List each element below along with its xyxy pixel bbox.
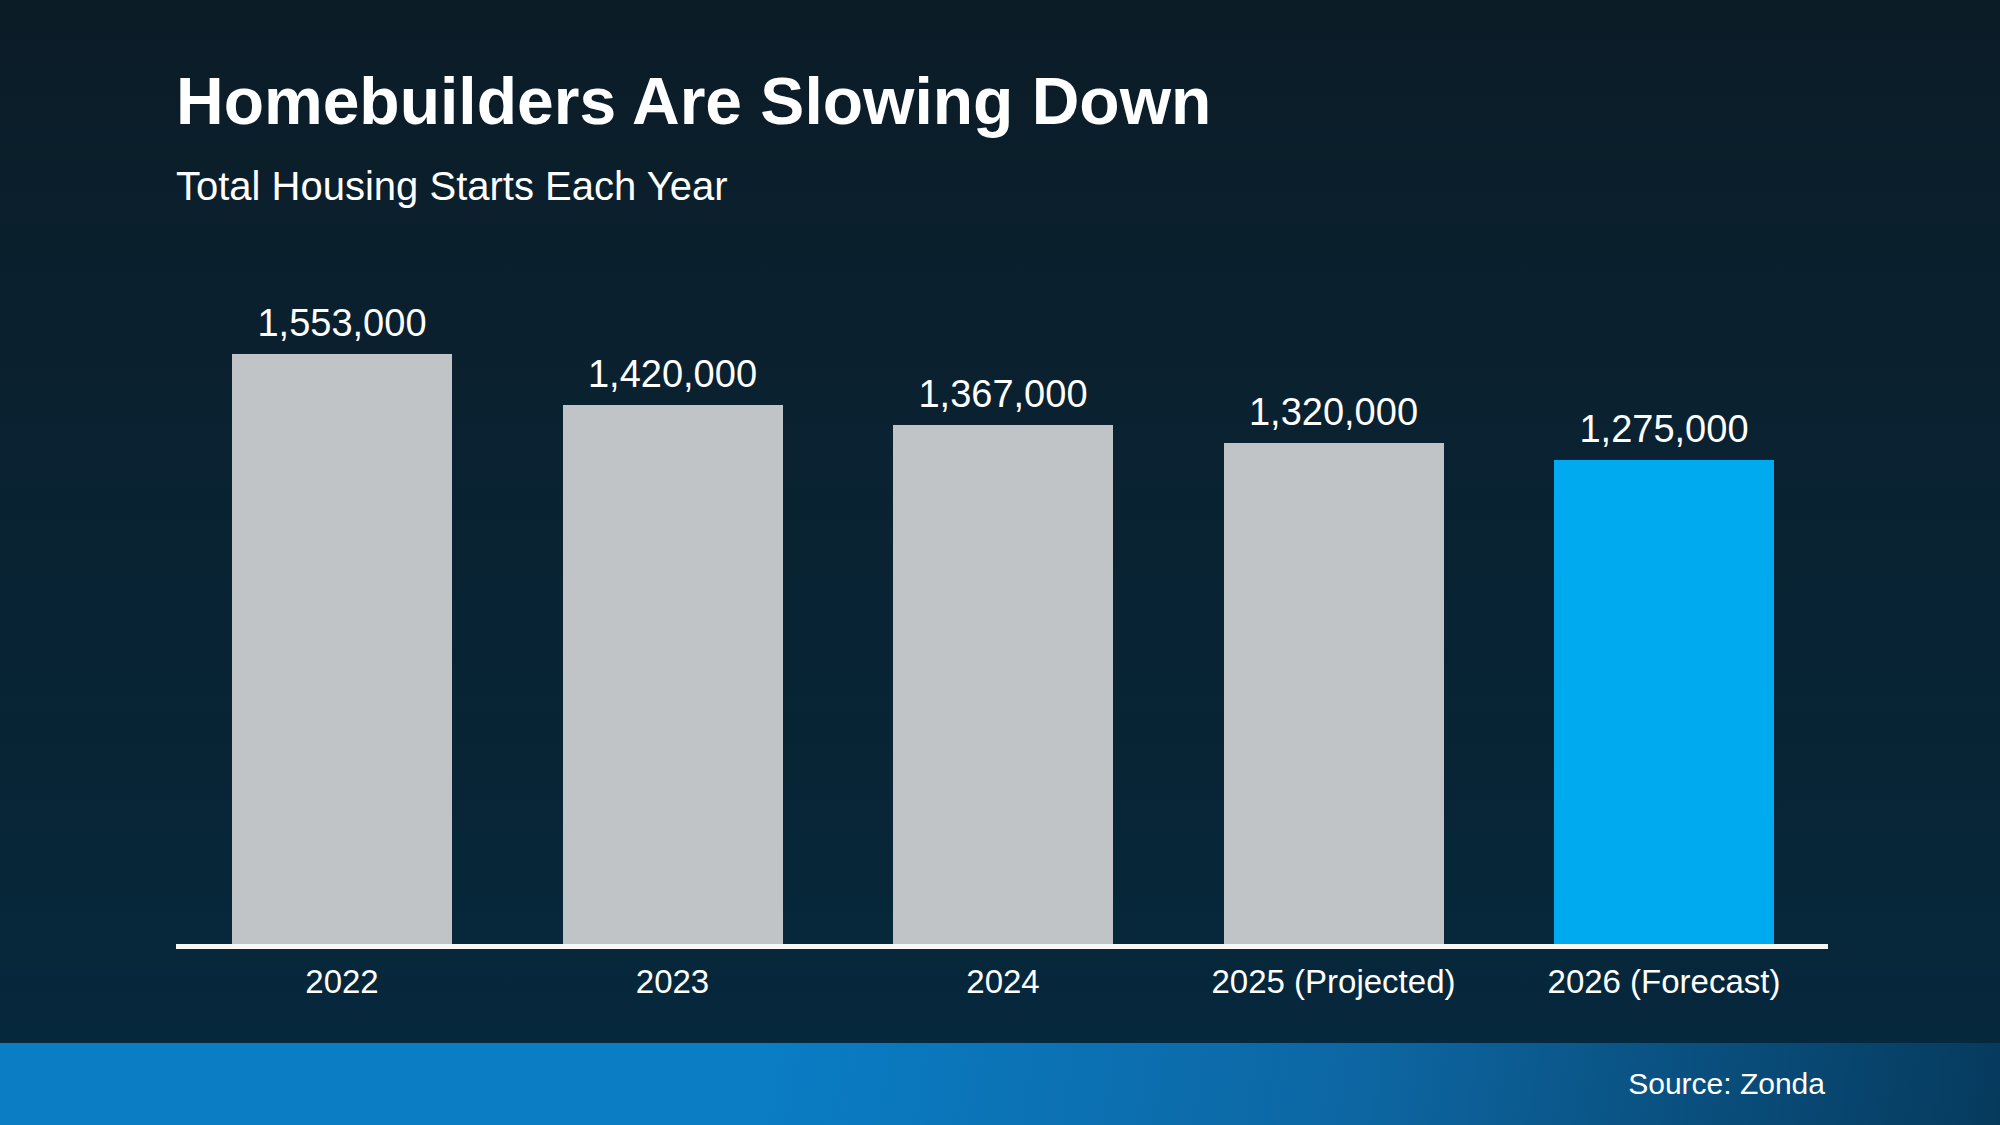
footer-bar: Source: Zonda bbox=[0, 1043, 2000, 1125]
x-axis-label-2023: 2023 bbox=[563, 965, 783, 998]
x-axis-label-2025-projected: 2025 (Projected) bbox=[1224, 965, 1444, 998]
bar-2023 bbox=[563, 405, 783, 944]
x-axis-label-2026-forecast: 2026 (Forecast) bbox=[1554, 965, 1774, 998]
bars-container: 1,553,000 1,420,000 1,367,000 1,320,000 1,27… bbox=[232, 304, 1774, 944]
infographic-slide: Homebuilders Are Slowing Down Total Hous… bbox=[0, 0, 2000, 1125]
bar-chart: 1,553,000 1,420,000 1,367,000 1,320,000 1,27… bbox=[0, 0, 2000, 1125]
bar-2025-projected bbox=[1224, 443, 1444, 944]
source-credit: Source: Zonda bbox=[1628, 1069, 1825, 1099]
bar-column-2025-projected: 1,320,000 bbox=[1224, 393, 1444, 944]
bar-value-label: 1,275,000 bbox=[1579, 410, 1748, 448]
bar-column-2024: 1,367,000 bbox=[893, 375, 1113, 944]
x-axis-labels: 2022 2023 2024 2025 (Projected) 2026 (Foreca… bbox=[232, 965, 1774, 998]
bar-2026-forecast bbox=[1554, 460, 1774, 944]
bar-value-label: 1,553,000 bbox=[257, 304, 426, 342]
x-axis-label-2022: 2022 bbox=[232, 965, 452, 998]
bar-column-2023: 1,420,000 bbox=[563, 355, 783, 944]
bar-2022 bbox=[232, 354, 452, 944]
bar-column-2022: 1,553,000 bbox=[232, 304, 452, 944]
bar-value-label: 1,420,000 bbox=[588, 355, 757, 393]
x-axis-label-2024: 2024 bbox=[893, 965, 1113, 998]
bar-column-2026-forecast: 1,275,000 bbox=[1554, 410, 1774, 944]
bar-value-label: 1,367,000 bbox=[918, 375, 1087, 413]
x-axis-line bbox=[176, 944, 1828, 949]
bar-2024 bbox=[893, 425, 1113, 944]
bar-value-label: 1,320,000 bbox=[1249, 393, 1418, 431]
